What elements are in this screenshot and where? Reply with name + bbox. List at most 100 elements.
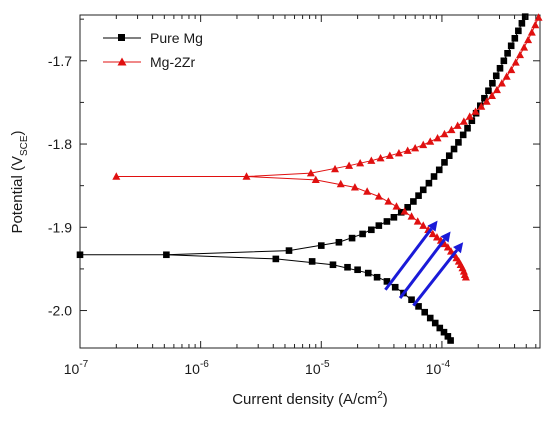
pure-mg-point-17 [436, 324, 444, 332]
pure-mg-point-6 [354, 266, 361, 274]
mg-2zr-point-53 [507, 65, 516, 74]
pure-mg-point-5 [344, 263, 351, 271]
mg-2zr-point-36 [403, 146, 412, 154]
pure-mg-point-19 [444, 333, 452, 340]
mg-2zr-point-55 [516, 50, 525, 59]
series-markers [76, 13, 543, 344]
y-tick-label-3: -2.0 [48, 303, 72, 319]
pure-mg-point-7 [364, 269, 372, 277]
mg-2zr-point-47 [477, 102, 486, 110]
mg-2zr-point-14 [428, 229, 437, 238]
pure-mg-point-26 [368, 226, 375, 234]
pure-mg-point-1 [163, 251, 170, 259]
y-tick-label-0: -1.7 [48, 53, 72, 69]
mg-2zr-point-10 [407, 212, 416, 220]
pure-mg-point-47 [481, 94, 488, 102]
pure-mg-point-4 [329, 261, 337, 269]
arrow-shaft-0 [384, 227, 433, 291]
pure-mg-point-30 [397, 209, 405, 216]
mg-2zr-point-18 [443, 243, 452, 251]
pure-mg-line-0 [80, 254, 452, 341]
mg-2zr-point-12 [419, 221, 428, 229]
pure-mg-point-31 [404, 204, 411, 211]
pure-mg-line-1 [166, 16, 526, 256]
pure-mg-point-34 [419, 186, 427, 194]
pure-mg-point-21 [285, 247, 293, 254]
mg-2zr-point-7 [384, 197, 393, 205]
mg-2zr-point-39 [426, 137, 435, 145]
pure-mg-point-36 [430, 173, 438, 180]
mg-2zr-point-31 [356, 158, 365, 167]
mg-2zr-point-59 [531, 20, 540, 29]
y-axis-title-sub: SCE [19, 135, 30, 156]
mg-2zr-point-35 [394, 148, 403, 157]
mg-2zr-point-27 [461, 273, 470, 281]
pure-mg-point-9 [383, 278, 391, 285]
pure-mg-point-40 [450, 145, 458, 153]
pure-mg-point-12 [408, 296, 415, 304]
pure-mg-point-37 [435, 166, 443, 174]
mg-2zr-point-43 [453, 121, 462, 129]
mg-2zr-point-33 [376, 153, 385, 162]
axes: 10-7 10-6 10-5 10-4 -1.7 -1.8 -1.9 -2.0 [48, 15, 540, 377]
mg-2zr-point-8 [392, 202, 401, 210]
x-axis-title-end: ) [383, 391, 388, 408]
pure-mg-point-25 [359, 230, 366, 238]
mg-2zr-point-60 [534, 13, 543, 21]
pure-mg-point-14 [421, 308, 429, 316]
x-axis-title-sup: 2 [377, 390, 383, 401]
pure-mg-point-2 [272, 255, 280, 263]
mg-2zr-point-3 [336, 179, 345, 188]
pure-mg-point-10 [391, 283, 399, 291]
pure-mg-point-57 [518, 20, 526, 27]
mg-2zr-point-42 [447, 125, 456, 134]
pure-mg-point-41 [455, 139, 462, 146]
mg-2zr-point-44 [459, 117, 468, 125]
pure-mg-point-44 [468, 117, 476, 125]
pure-mg-point-54 [507, 42, 515, 50]
y-tick-label-2: -1.9 [48, 219, 72, 235]
pure-mg-point-27 [375, 222, 383, 229]
mg-2zr-point-51 [497, 79, 506, 87]
mg-2zr-line-0 [116, 176, 467, 278]
mg-2zr-point-15 [432, 233, 441, 241]
mg-2zr-point-9 [400, 207, 409, 215]
pure-mg-point-55 [511, 35, 519, 42]
mg-2zr-point-40 [433, 134, 442, 142]
pure-mg-point-39 [445, 152, 453, 159]
mg-2zr-point-52 [502, 72, 511, 80]
pure-mg-point-18 [440, 328, 448, 336]
pure-mg-point-28 [383, 218, 391, 225]
pure-mg-point-38 [441, 159, 448, 166]
plot-frame [79, 14, 541, 349]
y-axis-title-end: ) [9, 130, 26, 135]
legend-marker-pure-mg [118, 34, 125, 41]
x-axis-title: Current density (A/cm2) [232, 390, 388, 408]
pure-mg-point-58 [521, 13, 529, 20]
pure-mg-point-33 [415, 192, 422, 199]
pure-mg-point-24 [348, 234, 356, 242]
pure-mg-point-16 [431, 319, 439, 327]
pure-mg-point-43 [464, 124, 471, 132]
mg-2zr-point-6 [374, 192, 383, 200]
x-axis-title-main: Current density (A/cm [232, 391, 377, 408]
mg-2zr-point-32 [367, 156, 376, 164]
pure-mg-point-32 [410, 198, 417, 205]
mg-2zr-point-4 [350, 183, 359, 191]
legend-label-pure-mg: Pure Mg [150, 30, 203, 46]
y-axis-title-main: Potential (V [9, 156, 26, 234]
arrow-shaft-1 [398, 238, 446, 299]
mg-2zr-point-56 [520, 43, 529, 51]
pure-mg-point-13 [415, 303, 422, 310]
arrow-head-2 [453, 242, 464, 254]
mg-2zr-point-1 [242, 172, 251, 180]
arrow-shaft-2 [412, 249, 459, 307]
mg-2zr-point-45 [465, 112, 474, 120]
legend-label-mg-2zr: Mg-2Zr [150, 54, 195, 70]
pure-mg-point-3 [308, 258, 316, 265]
y-axis-title: Potential (VSCE) [9, 130, 30, 233]
mg-2zr-point-30 [345, 161, 354, 169]
pure-mg-point-0 [76, 251, 84, 259]
mg-2zr-point-28 [306, 168, 315, 177]
